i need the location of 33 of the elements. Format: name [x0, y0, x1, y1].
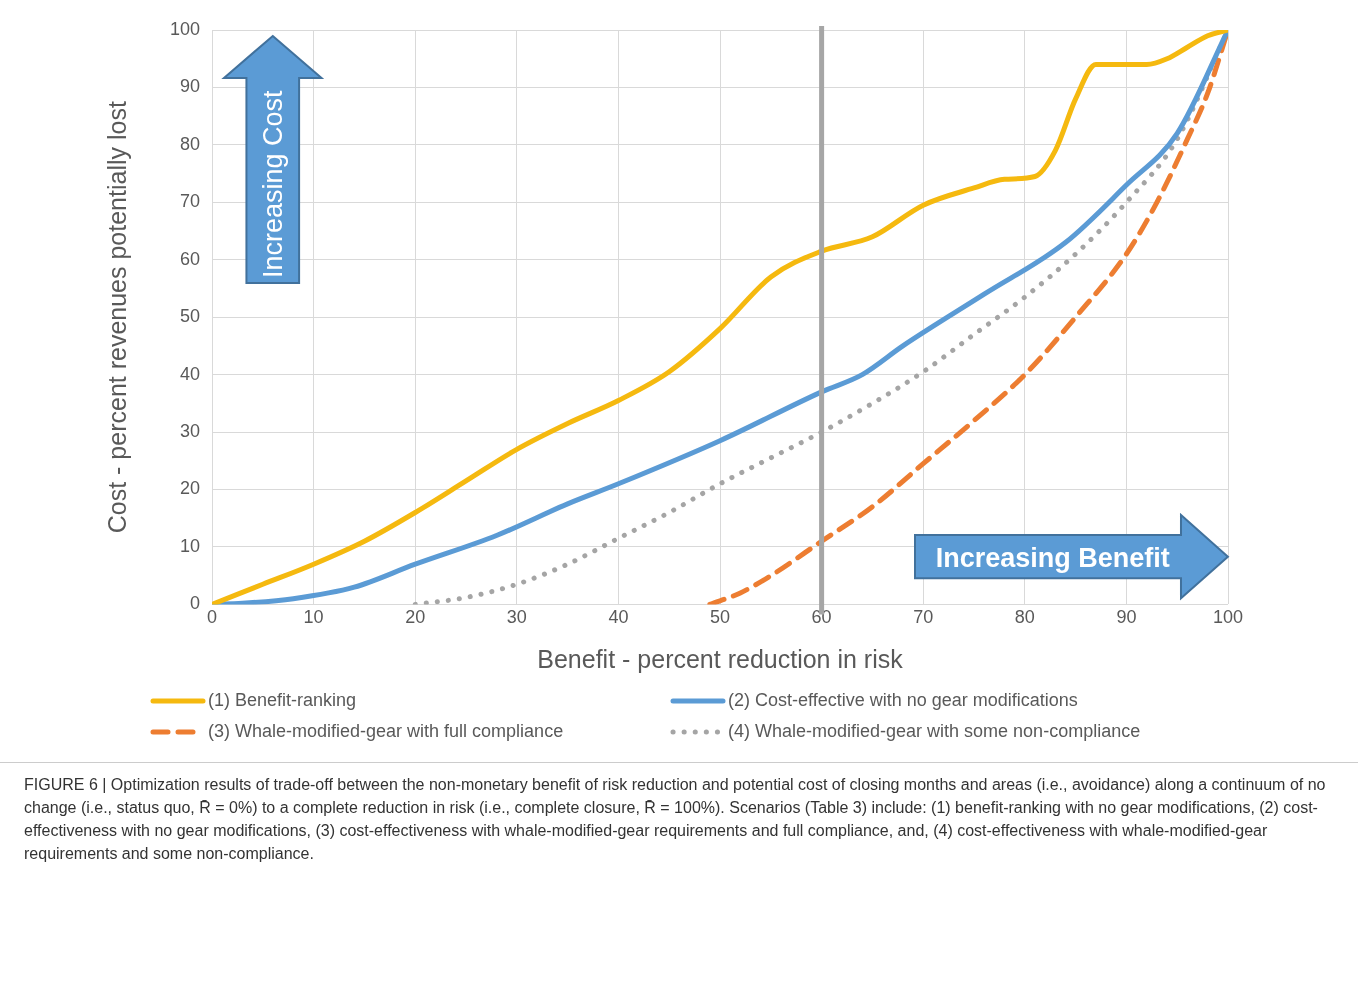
- legend-label: (3) Whale-modified-gear with full compliance: [208, 721, 564, 742]
- x-tick-label: 10: [303, 607, 324, 628]
- up-arrow: Increasing Cost: [224, 35, 322, 283]
- x-tick-label: 40: [608, 607, 629, 628]
- x-tick-label: 70: [913, 607, 934, 628]
- x-tick-label: 80: [1014, 607, 1035, 628]
- y-tick-label: 90: [180, 76, 201, 97]
- x-tick-label: 50: [710, 607, 731, 628]
- y-tick-label: 10: [180, 535, 201, 556]
- x-tick-label: 0: [207, 607, 218, 628]
- y-tick-label: 70: [180, 191, 201, 212]
- x-axis-title: Benefit - percent reduction in risk: [537, 644, 904, 673]
- x-tick-label: 30: [506, 607, 527, 628]
- x-tick-label: 20: [405, 607, 426, 628]
- annotation: Increasing Benefit: [935, 543, 1170, 573]
- x-tick-label: 90: [1116, 607, 1137, 628]
- annotation: Increasing Cost: [257, 89, 288, 278]
- x-tick-label: 60: [811, 607, 832, 628]
- y-tick-label: 30: [180, 421, 201, 442]
- y-tick-label: 100: [169, 18, 201, 39]
- legend-label: (4) Whale-modified-gear with some non-compliance: [728, 721, 1141, 742]
- y-tick-label: 50: [180, 306, 201, 327]
- y-tick-label: 80: [180, 133, 201, 154]
- y-tick-label: 60: [180, 248, 201, 269]
- legend-label: (2) Cost-effective with no gear modifications: [728, 690, 1078, 711]
- right-arrow: Increasing Benefit: [915, 515, 1228, 599]
- legend-label: (1) Benefit-ranking: [208, 690, 357, 711]
- y-tick-label: 40: [180, 363, 201, 384]
- caption: FIGURE 6 | Optimization results of trade-off between the non-monetary benefit of risk reduction and potential cost of closing months and areas (i.e., avoidance) along a continuum of no change (i.e., status quo, R̄ = 0%) to a complete reduction in risk (i.e., complete closure, R̄ = 100%). Scenarios (Table 3) include: (1) benefit-ranking with no gear modifications, (2) cost-effectiveness with no gear modifications, (3) cost-effectiveness with whale-modified-gear requirements and full compliance, and, (4) cost-effectiveness with whale-modified-gear requirements and some non-compliance.: [24, 775, 1327, 864]
- y-axis-title: Cost - percent revenues potentially lost: [102, 101, 131, 534]
- y-tick-label: 0: [190, 593, 201, 614]
- y-tick-label: 20: [180, 478, 201, 499]
- x-tick-label: 100: [1212, 607, 1244, 628]
